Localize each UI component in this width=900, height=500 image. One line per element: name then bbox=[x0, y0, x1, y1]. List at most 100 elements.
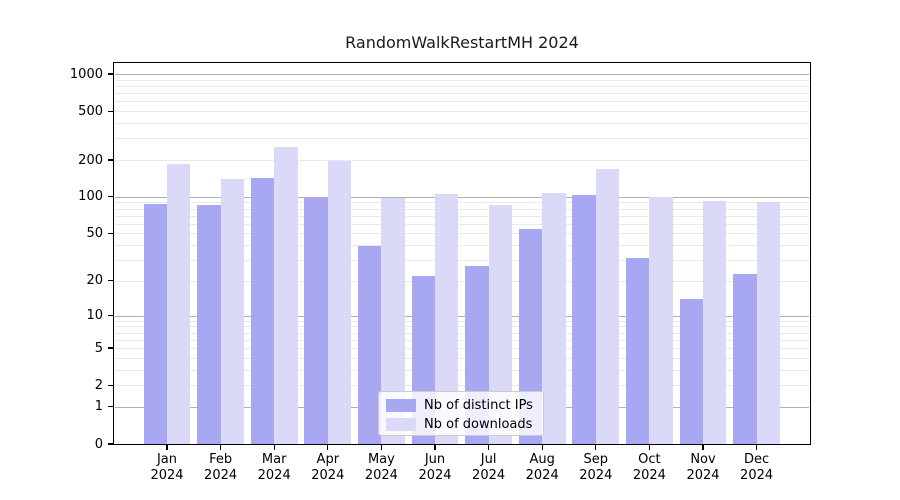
bar-distinct-ips-may bbox=[358, 246, 382, 444]
minor-gridline bbox=[115, 202, 809, 204]
x-tick-label-sep: Sep 2024 bbox=[579, 452, 613, 483]
y-tick-mark bbox=[108, 232, 113, 234]
minor-gridline bbox=[115, 160, 809, 161]
y-tick-mark bbox=[108, 406, 113, 408]
y-tick-label: 200 bbox=[78, 152, 103, 168]
legend-swatch-distinct-ips bbox=[386, 399, 416, 412]
minor-gridline bbox=[115, 111, 809, 113]
x-tick-label-feb: Feb 2024 bbox=[204, 452, 238, 483]
minor-gridline bbox=[115, 85, 809, 87]
x-tick-label-dec: Dec 2024 bbox=[740, 452, 774, 483]
y-tick-label: 500 bbox=[78, 103, 103, 119]
y-tick-label: 5 bbox=[94, 340, 103, 356]
y-tick-mark bbox=[108, 443, 113, 445]
minor-gridline bbox=[115, 260, 809, 262]
y-tick-mark bbox=[108, 73, 113, 75]
y-tick-label: 2 bbox=[94, 377, 103, 393]
bar-downloads-apr bbox=[327, 161, 352, 444]
bar-downloads-mar bbox=[274, 147, 298, 444]
x-tick-label-jun: Jun 2024 bbox=[418, 452, 452, 483]
y-tick-mark bbox=[108, 159, 113, 161]
minor-gridline bbox=[115, 348, 809, 349]
y-tick-label: 10 bbox=[86, 308, 103, 324]
y-tick-mark bbox=[108, 315, 113, 317]
bar-downloads-jul bbox=[488, 204, 512, 444]
bar-distinct-ips-sep bbox=[572, 194, 596, 444]
bar-downloads-jun bbox=[435, 193, 459, 444]
bar-downloads-nov bbox=[703, 201, 727, 444]
x-tick-label-may: May 2024 bbox=[364, 452, 398, 483]
bar-distinct-ips-oct bbox=[626, 258, 650, 444]
x-tick-label-jan: Jan 2024 bbox=[150, 452, 184, 483]
bar-distinct-ips-mar bbox=[250, 178, 275, 444]
x-tick-mark bbox=[220, 445, 222, 450]
x-tick-mark bbox=[702, 445, 704, 450]
y-tick-mark bbox=[108, 280, 113, 282]
x-tick-label-nov: Nov 2024 bbox=[686, 452, 720, 483]
legend-item-distinct-ips: Nb of distinct IPs bbox=[386, 398, 543, 413]
bar-downloads-aug bbox=[542, 192, 566, 444]
minor-gridline bbox=[115, 280, 809, 282]
x-tick-mark bbox=[488, 445, 490, 450]
legend: Nb of distinct IPs Nb of downloads bbox=[378, 391, 544, 436]
bar-distinct-ips-apr bbox=[304, 197, 328, 444]
x-tick-label-oct: Oct 2024 bbox=[632, 452, 666, 483]
bar-downloads-oct bbox=[649, 196, 673, 444]
major-gridline bbox=[115, 315, 809, 317]
bar-downloads-feb bbox=[220, 178, 244, 444]
minor-gridline bbox=[115, 326, 809, 328]
bar-distinct-ips-feb bbox=[197, 204, 221, 444]
x-tick-mark bbox=[327, 445, 329, 450]
y-tick-label: 1 bbox=[94, 399, 103, 415]
minor-gridline bbox=[115, 123, 809, 124]
x-tick-mark bbox=[273, 445, 275, 450]
x-tick-mark bbox=[380, 445, 382, 450]
y-tick-mark bbox=[108, 196, 113, 198]
chart-title: RandomWalkRestartMH 2024 bbox=[345, 33, 579, 52]
x-tick-label-apr: Apr 2024 bbox=[311, 452, 345, 483]
minor-gridline bbox=[115, 223, 809, 225]
minor-gridline bbox=[115, 93, 809, 95]
y-tick-mark bbox=[108, 384, 113, 386]
x-tick-mark bbox=[541, 445, 543, 450]
x-tick-label-aug: Aug 2024 bbox=[525, 452, 559, 483]
legend-label-downloads: Nb of downloads bbox=[424, 417, 533, 432]
bar-downloads-dec bbox=[756, 201, 780, 444]
x-tick-label-mar: Mar 2024 bbox=[257, 452, 291, 483]
minor-gridline bbox=[115, 79, 809, 81]
minor-gridline bbox=[115, 215, 809, 217]
minor-gridline bbox=[115, 208, 809, 210]
x-tick-mark bbox=[434, 445, 436, 450]
minor-gridline bbox=[115, 320, 809, 322]
x-tick-label-jul: Jul 2024 bbox=[472, 452, 506, 483]
y-tick-label: 1000 bbox=[69, 66, 103, 82]
y-tick-mark bbox=[108, 110, 113, 112]
major-gridline bbox=[115, 74, 809, 75]
minor-gridline bbox=[115, 138, 809, 140]
bar-downloads-jan bbox=[167, 164, 191, 444]
y-tick-label: 100 bbox=[78, 189, 103, 205]
minor-gridline bbox=[115, 339, 809, 341]
legend-swatch-downloads bbox=[386, 418, 416, 431]
y-tick-label: 20 bbox=[86, 273, 103, 289]
minor-gridline bbox=[115, 385, 809, 387]
minor-gridline bbox=[115, 233, 809, 235]
bar-downloads-may bbox=[381, 197, 405, 444]
bar-downloads-sep bbox=[595, 168, 620, 444]
x-tick-mark bbox=[166, 445, 168, 450]
bar-distinct-ips-nov bbox=[679, 299, 703, 444]
minor-gridline bbox=[115, 101, 809, 103]
minor-gridline bbox=[115, 332, 809, 334]
minor-gridline bbox=[115, 245, 809, 247]
bar-distinct-ips-jan bbox=[143, 204, 167, 444]
legend-item-downloads: Nb of downloads bbox=[386, 417, 543, 432]
y-tick-mark bbox=[108, 347, 113, 349]
x-tick-mark bbox=[648, 445, 650, 450]
x-tick-mark bbox=[756, 445, 758, 450]
x-tick-mark bbox=[595, 445, 597, 450]
minor-gridline bbox=[115, 369, 809, 371]
minor-gridline bbox=[115, 357, 809, 359]
bar-distinct-ips-aug bbox=[518, 229, 543, 444]
y-tick-label: 50 bbox=[86, 225, 103, 241]
